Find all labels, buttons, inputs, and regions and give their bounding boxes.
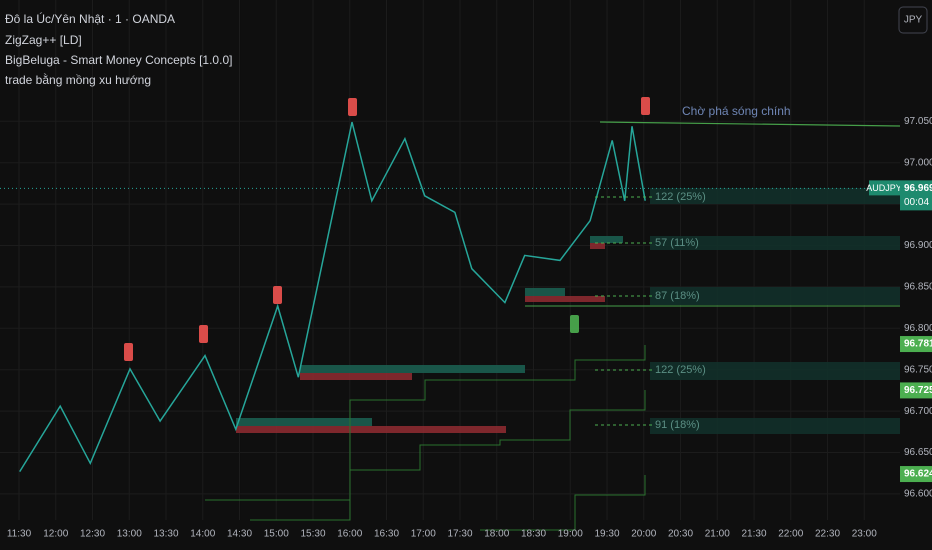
x-tick-label: 21:30: [742, 529, 767, 540]
y-tick-label: 97.000: [904, 157, 932, 168]
x-tick-label: 22:30: [815, 529, 840, 540]
y-tick-label: 97.050: [904, 116, 932, 127]
zone: [236, 418, 372, 426]
x-tick-label: 11:30: [7, 529, 32, 540]
zone: [300, 365, 525, 373]
price-label: 96.624: [904, 469, 932, 480]
y-tick-label: 96.600: [904, 489, 932, 500]
x-tick-label: 22:00: [778, 529, 803, 540]
header-line: ZigZag++ [LD]: [5, 33, 82, 47]
zone: [590, 236, 623, 243]
swing-marker: [641, 97, 650, 115]
price-label: 96.969: [904, 183, 932, 194]
zone: [650, 236, 900, 250]
y-tick-label: 96.900: [904, 240, 932, 251]
zone: [650, 188, 900, 204]
annotation: 122 (25%): [655, 364, 706, 376]
zone: [650, 362, 900, 380]
y-tick-label: 96.750: [904, 364, 932, 375]
x-tick-label: 14:30: [227, 529, 252, 540]
x-tick-label: 17:30: [447, 529, 472, 540]
x-tick-label: 15:00: [264, 529, 289, 540]
price-box: [900, 382, 932, 399]
x-tick-label: 15:30: [300, 529, 325, 540]
x-tick-label: 21:00: [705, 529, 730, 540]
zigzag-line: [19, 121, 646, 472]
swing-marker: [124, 343, 133, 361]
y-tick-label: 96.700: [904, 406, 932, 417]
level-line: [599, 121, 901, 127]
header: Đô la Úc/Yên Nhật · 1 · OANDA ZigZag++ […: [5, 11, 232, 87]
header-line: trade bằng mồng xu hướng: [5, 72, 151, 87]
x-tick-label: 19:00: [558, 529, 583, 540]
price-box: [900, 466, 932, 483]
symbol-box: [869, 180, 900, 196]
step-line: [480, 475, 646, 531]
x-tick-label: 13:00: [117, 529, 142, 540]
annotation: 87 (18%): [655, 290, 700, 302]
price-label: 96.781: [904, 339, 932, 350]
zone: [650, 287, 900, 305]
zone: [590, 243, 605, 249]
swing-marker: [199, 325, 208, 343]
x-tick-label: 12:00: [43, 529, 68, 540]
annotation: 91 (18%): [655, 419, 700, 431]
price-label: 96.725: [904, 385, 932, 396]
y-tick-label: 96.850: [904, 282, 932, 293]
price-box: [900, 180, 932, 211]
zone: [525, 288, 565, 296]
x-tick-label: 18:30: [521, 529, 546, 540]
step-line: [205, 345, 646, 501]
swing-marker: [570, 315, 579, 333]
x-tick-label: 20:00: [631, 529, 656, 540]
x-tick-label: 16:00: [337, 529, 362, 540]
x-tick-label: 20:30: [668, 529, 693, 540]
zones: [124, 97, 901, 531]
y-tick-label: 96.800: [904, 323, 932, 334]
countdown: 00:04: [904, 197, 929, 208]
x-tick-label: 18:00: [484, 529, 509, 540]
swing-marker: [273, 286, 282, 304]
x-tick-label: 14:00: [190, 529, 215, 540]
price-axis: [900, 0, 932, 550]
price-box: [900, 336, 932, 353]
x-tick-label: 23:00: [852, 529, 877, 540]
swing-marker: [348, 98, 357, 116]
currency-button[interactable]: [898, 6, 928, 34]
y-tick-label: 96.650: [904, 447, 932, 458]
zone: [650, 418, 900, 434]
header-line: Đô la Úc/Yên Nhật · 1 · OANDA: [5, 11, 175, 26]
zone: [236, 426, 506, 433]
header-line: BigBeluga - Smart Money Concepts [1.0.0]: [5, 53, 232, 67]
currency: JPY: [904, 15, 923, 26]
annotation: Chờ phá sóng chính: [682, 104, 791, 118]
zone: [525, 296, 605, 302]
x-tick-label: 13:30: [153, 529, 178, 540]
zone: [300, 373, 412, 380]
annotation: 57 (11%): [655, 237, 699, 249]
annotation: 122 (25%): [655, 191, 706, 203]
x-tick-label: 17:00: [411, 529, 436, 540]
symbol: AUDJPY: [866, 183, 902, 193]
x-tick-label: 19:30: [595, 529, 620, 540]
x-tick-label: 12:30: [80, 529, 105, 540]
x-tick-label: 16:30: [374, 529, 399, 540]
